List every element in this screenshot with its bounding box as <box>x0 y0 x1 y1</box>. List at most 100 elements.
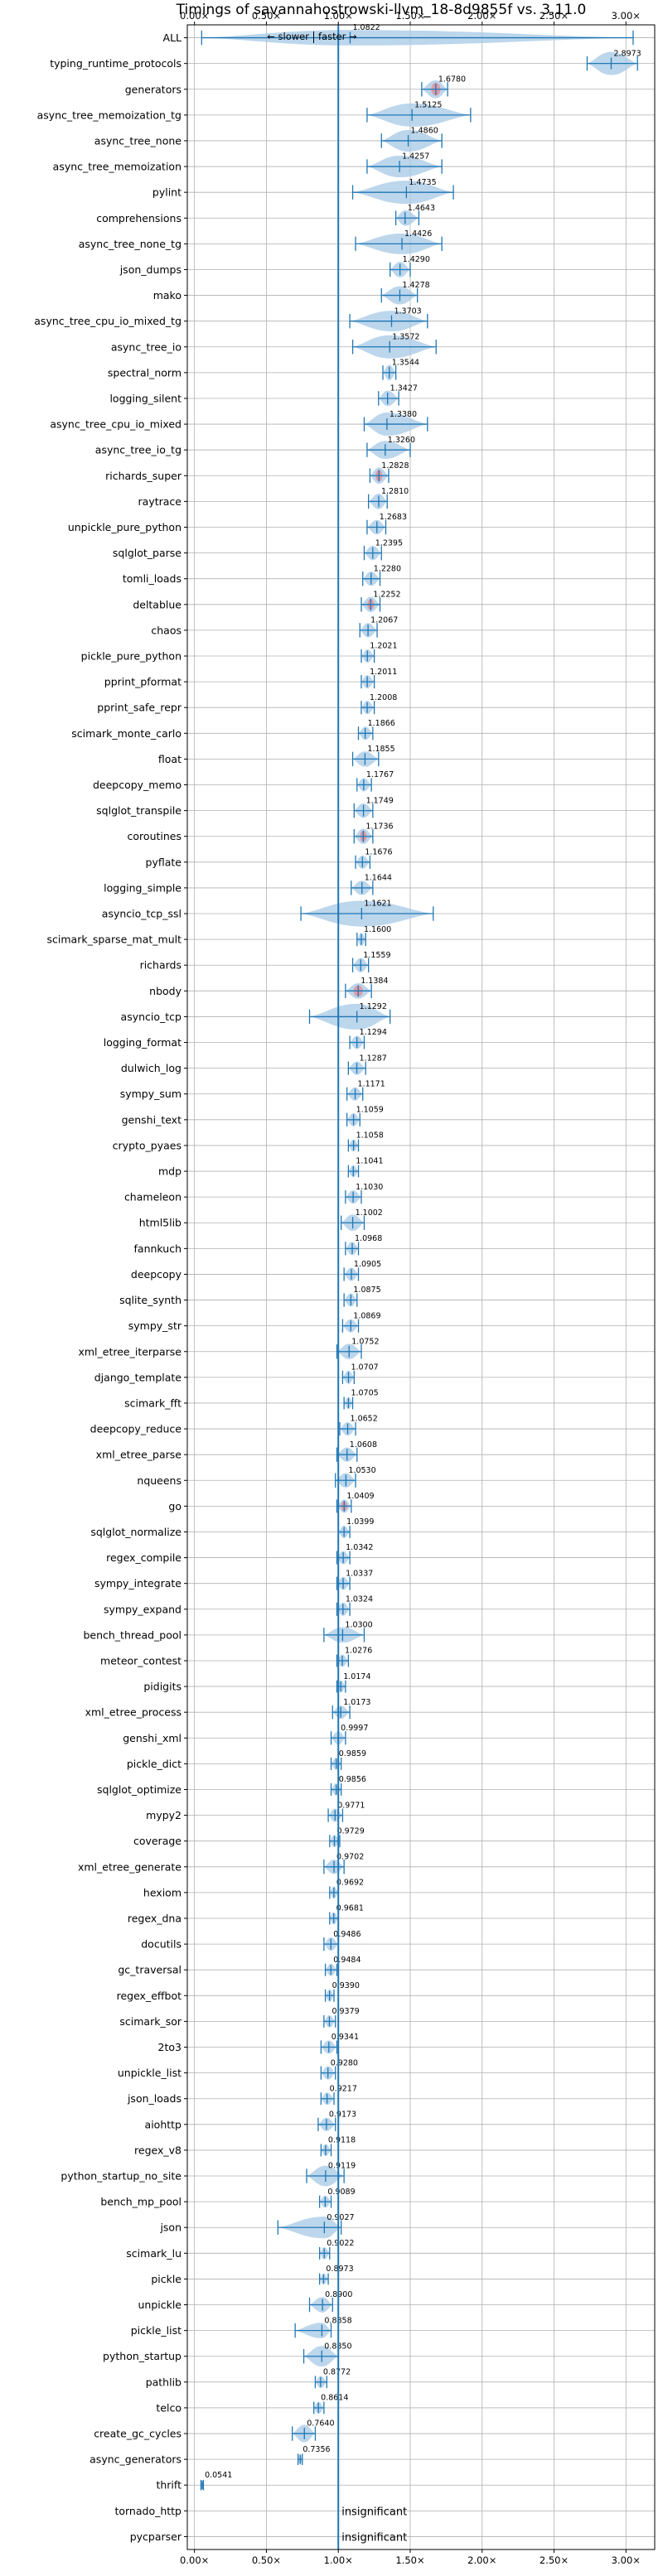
value-annotation: 1.1041 <box>356 1157 383 1166</box>
category-label: scimark_monte_carlo <box>71 727 181 740</box>
value-annotation: 1.3260 <box>388 436 415 445</box>
category-label: scimark_sparse_mat_mult <box>47 933 182 946</box>
value-annotation: 1.1559 <box>363 951 390 960</box>
value-annotation: 1.4278 <box>402 281 429 290</box>
x-tick-label-bottom: 2.00× <box>467 2554 496 2566</box>
category-label: mdp <box>158 1165 181 1178</box>
category-label: regex_effbot <box>117 1990 181 2002</box>
category-label: async_tree_memoization <box>53 161 181 173</box>
category-label: scimark_lu <box>126 2247 181 2260</box>
value-annotation: 1.3572 <box>392 332 419 341</box>
value-annotation: 1.1621 <box>364 900 391 909</box>
category-label: generators <box>125 83 181 95</box>
value-annotation: 1.0608 <box>350 1440 377 1450</box>
value-annotation: 2.8973 <box>613 49 641 58</box>
value-annotation: 1.4643 <box>408 204 435 213</box>
category-label: go <box>168 1500 181 1512</box>
category-label: tornado_http <box>114 2505 181 2517</box>
category-label: async_tree_memoization_tg <box>37 109 181 121</box>
x-tick-label-top: 2.00× <box>467 10 496 22</box>
category-label: pickle_dict <box>127 1758 181 1770</box>
x-tick-label-bottom: 3.00× <box>612 2554 641 2566</box>
value-annotation: 1.0968 <box>355 1234 382 1243</box>
value-annotation: 1.2067 <box>370 616 398 625</box>
value-annotation: 1.0905 <box>354 1260 381 1269</box>
value-annotation: 0.9118 <box>328 2136 356 2145</box>
value-annotation: 1.1384 <box>361 977 388 986</box>
value-annotation: 1.2252 <box>373 590 400 599</box>
x-axis-bottom: 0.00× 0.50× 1.00× 1.50× 2.00× 2.50× 3.00× <box>180 2549 641 2566</box>
insignificant-label: insignificant <box>341 2506 407 2518</box>
category-label: sympy_integrate <box>94 1577 181 1589</box>
category-label: crypto_pyaes <box>113 1139 181 1151</box>
x-tick-label-top: 0.00× <box>180 10 209 22</box>
value-annotation: 1.0652 <box>351 1415 378 1424</box>
plot-frame <box>186 24 656 2550</box>
value-annotation: 0.9859 <box>339 1749 366 1758</box>
category-label: deepcopy <box>131 1268 182 1281</box>
value-annotation: 1.4735 <box>409 178 436 187</box>
category-label: deltablue <box>133 598 181 610</box>
category-label: sqlglot_transpile <box>96 804 181 817</box>
slower-direction-label: ← slower <box>267 31 309 42</box>
category-label: unpickle_pure_python <box>68 521 181 533</box>
category-label: sympy_expand <box>104 1603 181 1615</box>
value-annotation: 1.0752 <box>351 1337 379 1346</box>
x-tick-label-top: 0.50× <box>252 10 281 22</box>
category-label: scimark_fft <box>124 1397 181 1409</box>
value-annotation: 0.9729 <box>337 1826 365 1836</box>
value-annotation: 1.0707 <box>351 1363 378 1372</box>
value-annotation: 1.2810 <box>381 487 409 496</box>
category-label: pickle <box>151 2273 181 2285</box>
value-annotation: 1.4290 <box>403 255 430 264</box>
category-label: xml_etree_parse <box>96 1449 182 1461</box>
value-annotation: 1.0342 <box>346 1543 373 1552</box>
x-tick-label-top: 1.00× <box>324 10 353 22</box>
value-annotation: 1.4860 <box>411 127 438 136</box>
value-annotation: 0.9379 <box>332 2007 359 2016</box>
faster-direction-label: faster → <box>318 31 357 42</box>
insignificant-label: insignificant <box>341 2531 407 2544</box>
category-label: pathlib <box>146 2376 181 2388</box>
value-annotation: 1.2683 <box>380 513 407 522</box>
value-annotation: 1.2011 <box>370 668 397 677</box>
category-label: sympy_str <box>128 1319 182 1332</box>
value-annotation: 0.0541 <box>205 2471 232 2480</box>
category-label: pyflate <box>146 856 182 868</box>
category-label: thrift <box>156 2479 181 2492</box>
value-annotation: 1.1030 <box>356 1183 383 1192</box>
value-annotation: 0.9119 <box>328 2162 356 2171</box>
value-annotation: 1.3544 <box>392 359 419 368</box>
category-label: bench_thread_pool <box>83 1628 181 1641</box>
x-tick-label-top: 2.50× <box>540 10 569 22</box>
category-label: regex_dna <box>128 1913 181 1925</box>
value-annotation: 0.9089 <box>327 2188 355 2197</box>
x-grid-lines <box>194 25 627 2549</box>
category-label: deepcopy_reduce <box>90 1423 182 1435</box>
value-annotation: 1.0173 <box>343 1698 370 1707</box>
x-tick-label-bottom: 0.00× <box>180 2554 209 2566</box>
value-annotation: 1.5125 <box>414 101 442 110</box>
value-annotation: 1.0409 <box>346 1492 374 1501</box>
category-label: async_generators <box>90 2453 181 2466</box>
x-tick-label-bottom: 2.50× <box>540 2554 569 2566</box>
category-label: scimark_sor <box>119 2015 181 2028</box>
category-label: html5lib <box>139 1217 181 1229</box>
category-label: meteor_contest <box>100 1654 181 1667</box>
value-annotation: 0.8973 <box>326 2265 353 2274</box>
category-label: tomli_loads <box>123 572 181 585</box>
value-annotation: 0.7356 <box>302 2445 330 2454</box>
value-annotation: 1.1767 <box>366 770 394 779</box>
value-annotation: 0.9486 <box>333 1930 361 1939</box>
category-label: pidigits <box>143 1681 181 1693</box>
value-annotation: 0.9341 <box>332 2033 359 2042</box>
category-label: richards <box>140 959 181 972</box>
y-grid-lines <box>187 37 655 2537</box>
value-annotation: 1.0869 <box>353 1311 380 1320</box>
category-label: richards_super <box>105 470 182 482</box>
value-annotation: 1.1292 <box>360 1002 387 1011</box>
category-label: xml_etree_generate <box>78 1860 181 1873</box>
category-label: pickle_list <box>131 2324 181 2337</box>
category-label: aiohttp <box>145 2118 182 2130</box>
